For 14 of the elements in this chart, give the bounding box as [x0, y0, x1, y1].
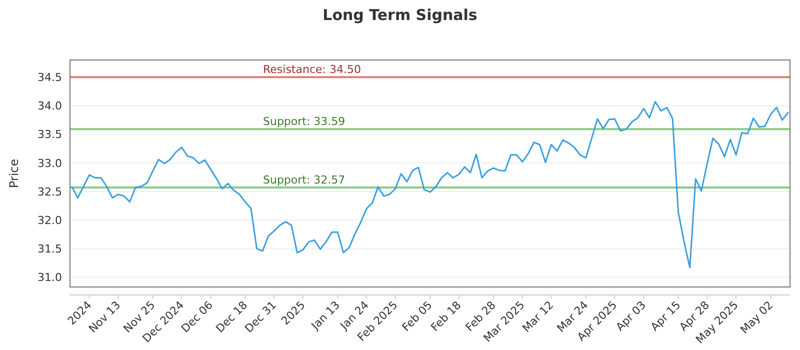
y-tick-label: 33.0	[38, 156, 62, 170]
ref-line-label: Support: 32.57	[263, 174, 346, 187]
ref-line-label: Support: 33.59	[263, 115, 346, 128]
y-tick-label: 33.5	[38, 128, 62, 142]
chart-title: Long Term Signals	[322, 6, 478, 24]
y-tick-label: 34.0	[38, 100, 62, 113]
y-axis-title: Price	[7, 158, 21, 188]
y-tick-label: 32.5	[38, 185, 62, 198]
y-tick-label: 34.5	[38, 71, 62, 84]
y-tick-label: 32.0	[38, 214, 62, 227]
y-tick-label: 31.0	[38, 271, 62, 284]
line-series	[71, 100, 789, 268]
y-tick-label: 31.5	[38, 242, 62, 256]
ref-line-label: Resistance: 34.50	[263, 63, 361, 76]
